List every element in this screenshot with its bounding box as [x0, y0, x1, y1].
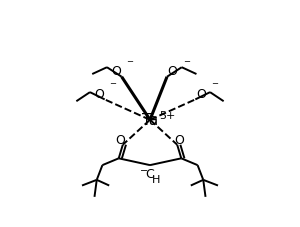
Text: O: O	[94, 87, 104, 100]
Text: 5+: 5+	[159, 110, 175, 120]
Text: O: O	[116, 133, 125, 146]
Text: O: O	[111, 65, 121, 78]
Text: O: O	[175, 133, 184, 146]
Text: H: H	[152, 174, 160, 184]
Text: −: −	[183, 57, 190, 65]
Text: C: C	[146, 168, 154, 180]
Text: Ta: Ta	[142, 113, 158, 128]
Text: O: O	[168, 65, 178, 78]
Text: −: −	[211, 79, 218, 88]
Text: −: −	[126, 57, 133, 65]
Text: O: O	[196, 87, 206, 100]
Text: −: −	[140, 165, 148, 175]
Text: −: −	[109, 79, 116, 88]
